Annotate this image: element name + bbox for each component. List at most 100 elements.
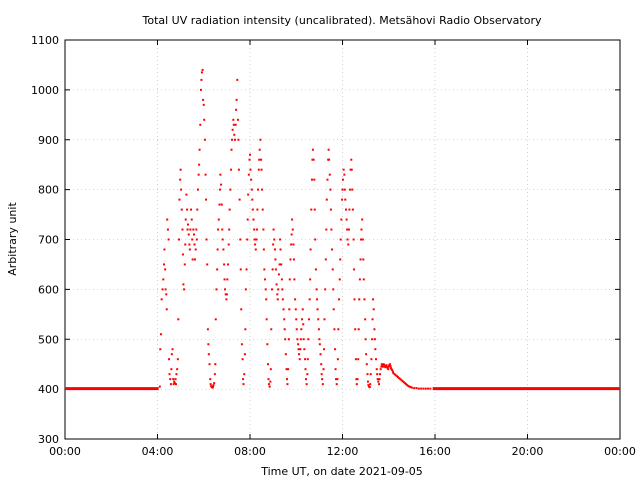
data-point	[239, 238, 242, 241]
data-point	[260, 168, 263, 171]
data-point	[228, 208, 231, 211]
data-point	[349, 168, 352, 171]
data-point	[362, 258, 365, 261]
data-point	[264, 278, 267, 281]
data-point	[292, 258, 295, 261]
data-point	[391, 369, 394, 372]
data-point	[385, 365, 388, 368]
data-point	[258, 148, 261, 151]
data-point	[161, 288, 164, 291]
data-point	[316, 308, 319, 311]
data-point	[295, 318, 298, 321]
data-point	[242, 383, 245, 386]
data-point	[225, 298, 228, 301]
data-point	[380, 365, 383, 368]
data-point	[365, 353, 368, 356]
data-point	[376, 378, 379, 381]
data-point	[297, 348, 300, 351]
data-point	[309, 278, 312, 281]
data-point	[375, 358, 378, 361]
data-point	[207, 353, 210, 356]
data-point	[294, 308, 297, 311]
data-point	[189, 228, 192, 231]
data-point	[311, 148, 314, 151]
data-point	[347, 228, 350, 231]
data-point	[299, 338, 302, 341]
data-point	[180, 208, 183, 211]
data-point	[422, 387, 425, 390]
data-point	[341, 188, 344, 191]
data-point	[279, 238, 282, 241]
data-point	[387, 368, 390, 371]
data-point	[213, 382, 216, 385]
data-point	[372, 308, 375, 311]
data-point	[321, 378, 324, 381]
data-point	[227, 243, 230, 246]
data-point	[324, 288, 327, 291]
data-point	[415, 387, 418, 390]
data-point	[176, 368, 179, 371]
data-point	[258, 158, 261, 161]
data-point	[324, 258, 327, 261]
data-point	[249, 168, 252, 171]
data-point	[166, 218, 169, 221]
y-tick-label: 1100	[31, 34, 59, 47]
data-point	[351, 188, 354, 191]
data-point	[231, 128, 234, 131]
data-point	[287, 338, 290, 341]
data-point	[334, 348, 337, 351]
data-point	[214, 318, 217, 321]
data-point	[209, 383, 212, 386]
data-point	[173, 382, 176, 385]
data-point	[269, 368, 272, 371]
data-point	[353, 298, 356, 301]
data-point	[196, 208, 199, 211]
data-point	[405, 383, 408, 386]
data-point	[225, 293, 228, 296]
data-point	[346, 228, 349, 231]
data-point	[245, 268, 248, 271]
data-point	[191, 258, 194, 261]
data-point	[327, 148, 330, 151]
data-point	[184, 243, 187, 246]
data-point	[180, 188, 183, 191]
data-point	[381, 364, 384, 367]
data-point	[429, 387, 432, 390]
data-point	[175, 383, 177, 386]
data-point	[267, 363, 270, 366]
data-point	[332, 308, 335, 311]
data-point	[403, 382, 406, 385]
data-point	[208, 363, 211, 366]
data-point	[199, 123, 202, 126]
data-point	[363, 298, 366, 301]
data-point	[184, 218, 187, 221]
data-point	[230, 168, 233, 171]
data-point	[394, 374, 397, 377]
data-point	[217, 228, 220, 231]
data-point	[193, 243, 196, 246]
data-point	[183, 263, 186, 266]
data-point	[344, 198, 347, 201]
data-point	[402, 381, 405, 384]
data-point	[364, 338, 367, 341]
data-point	[332, 288, 335, 291]
data-point	[302, 323, 305, 326]
data-point	[229, 188, 232, 191]
data-point	[270, 328, 273, 331]
data-point	[379, 368, 382, 371]
data-point	[304, 368, 307, 371]
data-point	[236, 78, 239, 81]
data-point	[206, 328, 209, 331]
data-point	[246, 218, 249, 221]
data-point	[179, 168, 182, 171]
data-point	[351, 208, 354, 211]
data-point	[310, 178, 313, 181]
data-point	[417, 387, 420, 390]
data-point	[199, 88, 202, 91]
data-point	[367, 384, 370, 387]
y-tick-label: 1000	[31, 84, 59, 97]
data-point	[299, 348, 302, 351]
data-point	[216, 248, 219, 251]
data-point	[328, 158, 331, 161]
data-point	[195, 238, 198, 241]
